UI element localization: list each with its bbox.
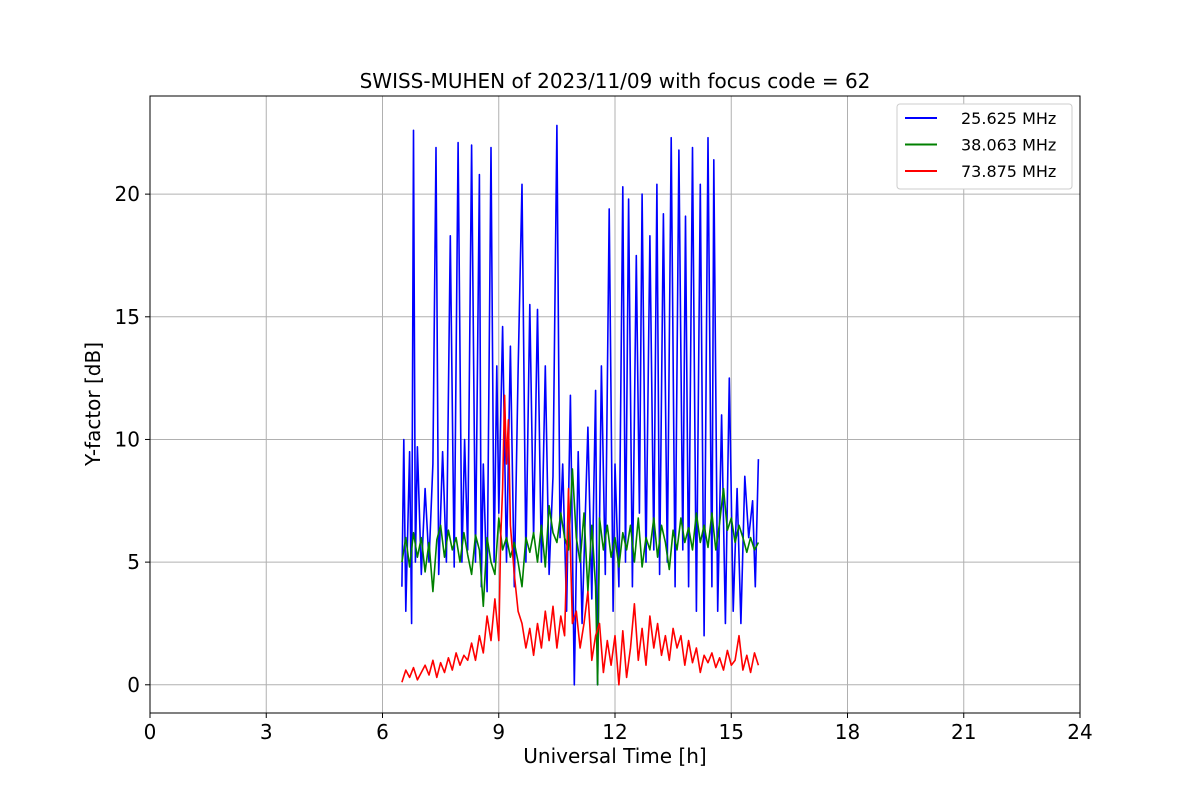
- y-tick-label: 10: [115, 427, 140, 451]
- x-tick-label: 6: [376, 720, 389, 744]
- x-tick-label: 3: [260, 720, 273, 744]
- y-tick-label: 5: [127, 550, 140, 574]
- x-tick-label: 24: [1067, 720, 1092, 744]
- legend: 25.625 MHz 38.063 MHz 73.875 MHz: [896, 103, 1073, 190]
- legend-label: 38.063 MHz: [961, 136, 1056, 155]
- x-tick-label: 15: [719, 720, 744, 744]
- x-axis-label: Universal Time [h]: [523, 744, 706, 768]
- y-tick-label: 15: [115, 305, 140, 329]
- axis-ticks: 0 3 6 9 12 15 18 21 24 0 5 10 15 20: [115, 182, 1093, 744]
- series-layer: [401, 124, 760, 686]
- x-tick-label: 12: [602, 720, 627, 744]
- series-line-38-063-mhz: [401, 468, 760, 686]
- legend-label: 25.625 MHz: [961, 109, 1056, 128]
- y-axis-label: Y-factor [dB]: [81, 342, 105, 467]
- y-tick-label: 20: [115, 182, 140, 206]
- legend-box: [896, 103, 1073, 190]
- x-tick-label: 18: [835, 720, 860, 744]
- chart-title: SWISS-MUHEN of 2023/11/09 with focus cod…: [360, 69, 871, 93]
- x-tick-label: 0: [144, 720, 157, 744]
- series-line-25-625-mhz: [401, 124, 760, 686]
- grid-lines: [149, 96, 1081, 713]
- legend-label: 73.875 MHz: [961, 162, 1056, 181]
- y-tick-label: 0: [127, 673, 140, 697]
- series-line-73-875-mhz: [401, 394, 760, 686]
- x-tick-label: 21: [951, 720, 976, 744]
- x-tick-label: 9: [492, 720, 505, 744]
